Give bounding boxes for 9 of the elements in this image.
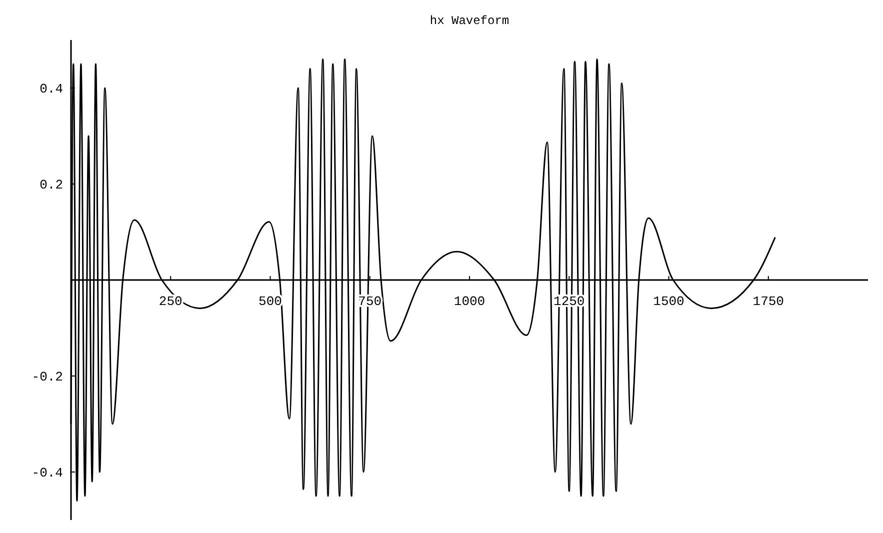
x-tick-label: 1000 — [454, 294, 486, 309]
chart-title: hx Waveform — [430, 14, 510, 28]
x-tick-label: 1750 — [752, 294, 784, 309]
y-tick-label: 0.2 — [40, 178, 63, 193]
y-tick-label: 0.4 — [40, 82, 64, 97]
x-tick-label: 250 — [158, 294, 182, 309]
y-tick-label: -0.4 — [32, 466, 64, 481]
x-tick-label: 1500 — [653, 294, 684, 309]
y-tick-label: -0.2 — [32, 370, 63, 385]
